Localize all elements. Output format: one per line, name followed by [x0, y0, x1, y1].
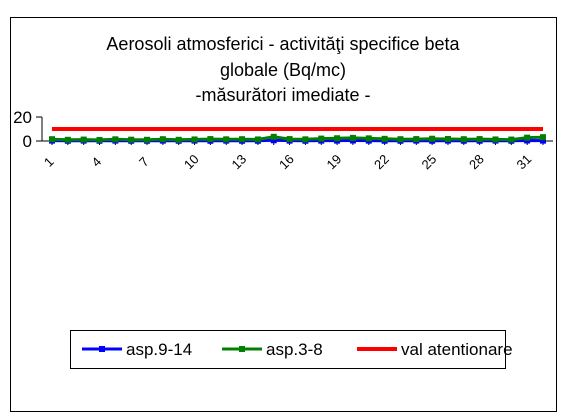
series-1	[49, 133, 546, 143]
data-point	[128, 136, 135, 143]
legend-label: asp.9-14	[126, 340, 192, 359]
data-point	[223, 136, 230, 143]
data-point	[334, 135, 341, 142]
data-point	[476, 136, 483, 143]
legend-entry: asp.9-14	[82, 340, 192, 359]
legend-label: asp.3-8	[266, 340, 323, 359]
data-point	[270, 137, 277, 144]
legend-box	[70, 330, 506, 369]
data-point	[318, 135, 325, 142]
data-point	[302, 136, 309, 143]
legend-swatch-marker	[239, 346, 245, 352]
legend-entry: asp.3-8	[222, 340, 323, 359]
data-point	[49, 136, 55, 143]
legend-label: val atentionare	[401, 340, 513, 359]
data-point	[444, 135, 451, 142]
chart-title-line-2: globale (Bq/mc)	[220, 60, 346, 80]
data-point	[365, 135, 372, 142]
data-point	[175, 136, 182, 143]
chart-title-line-3: -măsurători imediate -	[195, 85, 370, 105]
y-tick-label: 20	[13, 108, 32, 127]
data-point	[96, 136, 103, 143]
data-point	[80, 136, 87, 143]
data-point	[144, 136, 151, 143]
data-point	[508, 136, 515, 143]
data-point	[286, 136, 293, 143]
data-point	[524, 134, 531, 141]
data-point	[254, 136, 261, 143]
data-point	[397, 136, 404, 143]
data-point	[429, 135, 436, 142]
data-point	[270, 133, 277, 140]
data-point	[112, 136, 119, 143]
legend-entry: val atentionare	[357, 340, 513, 359]
data-point	[239, 136, 246, 143]
data-point	[492, 136, 499, 143]
data-point	[191, 136, 198, 143]
legend-swatch-marker	[99, 346, 105, 352]
data-point	[540, 137, 546, 144]
data-point	[207, 136, 214, 143]
data-point	[159, 136, 166, 143]
data-point	[381, 135, 388, 142]
legend: asp.9-14 asp.3-8 val atentionare	[70, 330, 513, 369]
y-tick-label: 0	[23, 132, 32, 151]
data-point	[413, 136, 420, 143]
data-point	[460, 136, 467, 143]
data-point	[540, 134, 546, 141]
chart-title-line-1: Aerosoli atmosferici - activităţi specif…	[106, 34, 460, 54]
data-point	[64, 136, 71, 143]
data-point	[349, 134, 356, 141]
